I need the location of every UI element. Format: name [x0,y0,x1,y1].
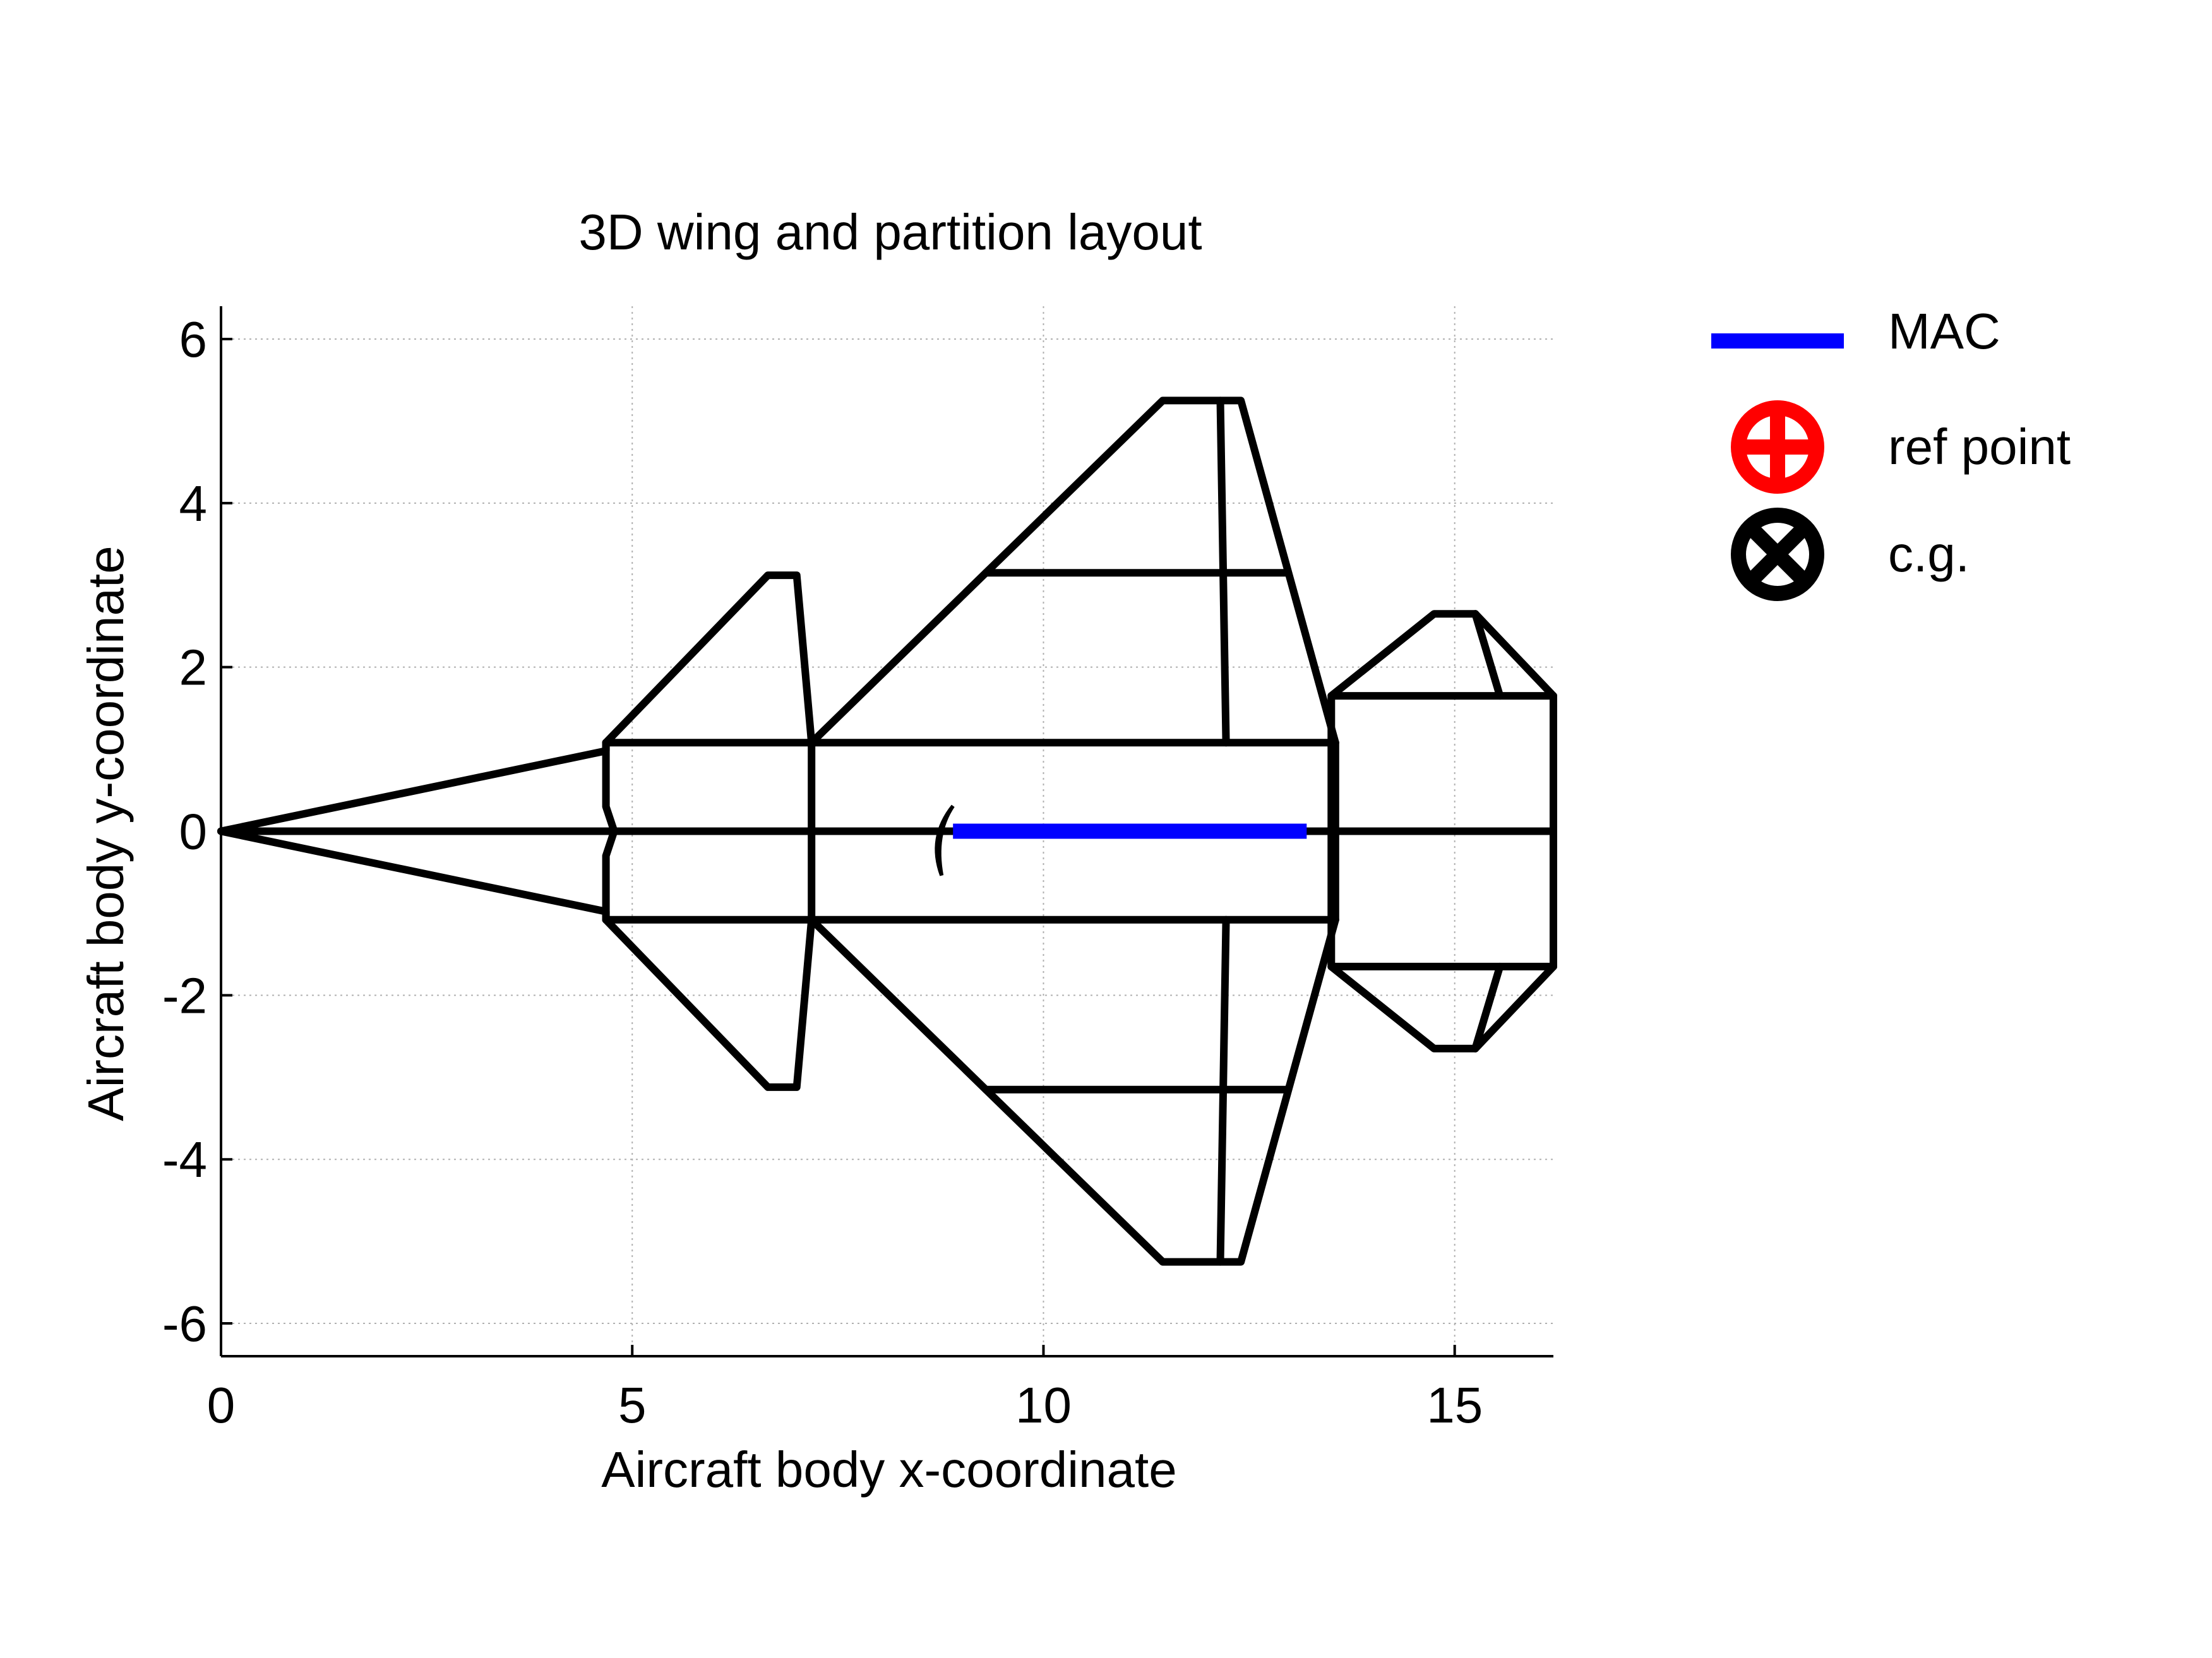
x-tick-label-1: 5 [618,1377,647,1433]
legend-label-mac: MAC [1888,303,2000,359]
y-tick-label-6: -6 [162,1296,207,1352]
y-tick-label-2: 2 [179,640,208,696]
x-tick-label-3: 15 [1426,1377,1483,1433]
chart-title: 3D wing and partition layout [578,204,1202,260]
y-tick-label-0: 6 [179,311,208,367]
x-tick-label-0: 0 [207,1377,236,1433]
legend-cg-marker [1731,508,1824,601]
legend-label-ref-point: ref point [1888,419,2071,475]
legend-label-cg: c.g. [1888,526,1970,582]
outline-segment-19 [1471,610,1504,700]
marker-0 [935,804,955,876]
y-axis-label: Aircraft body y-coordinate [78,546,134,1121]
outline-segment-18 [1327,962,1557,1053]
outline-segment-6 [602,571,816,747]
x-tick-labels: 0 5 10 15 [207,1377,1483,1433]
y-tick-label-1: 4 [179,475,208,532]
outline-segment-14 [1216,915,1230,1266]
x-tick-label-2: 10 [1015,1377,1072,1433]
outline-segment-5 [602,739,618,924]
outline-segment-7 [602,915,816,1091]
outline-segment-17 [1327,610,1557,700]
markers [935,804,955,876]
outline-segment-13 [1216,397,1230,747]
legend-ref-point-marker [1731,400,1824,494]
outline-segment-20 [1471,962,1504,1053]
y-tick-label-3: 0 [179,804,208,860]
y-tick-label-4: -2 [162,967,207,1023]
aircraft-partition-outline [217,397,1557,1266]
y-tick-label-5: -4 [162,1131,207,1188]
legend: MAC ref point c.g. [1711,303,2071,601]
y-tick-labels: 6 4 2 0 -2 -4 -6 [162,311,207,1352]
x-axis-label: Aircraft body x-coordinate [601,1441,1177,1498]
